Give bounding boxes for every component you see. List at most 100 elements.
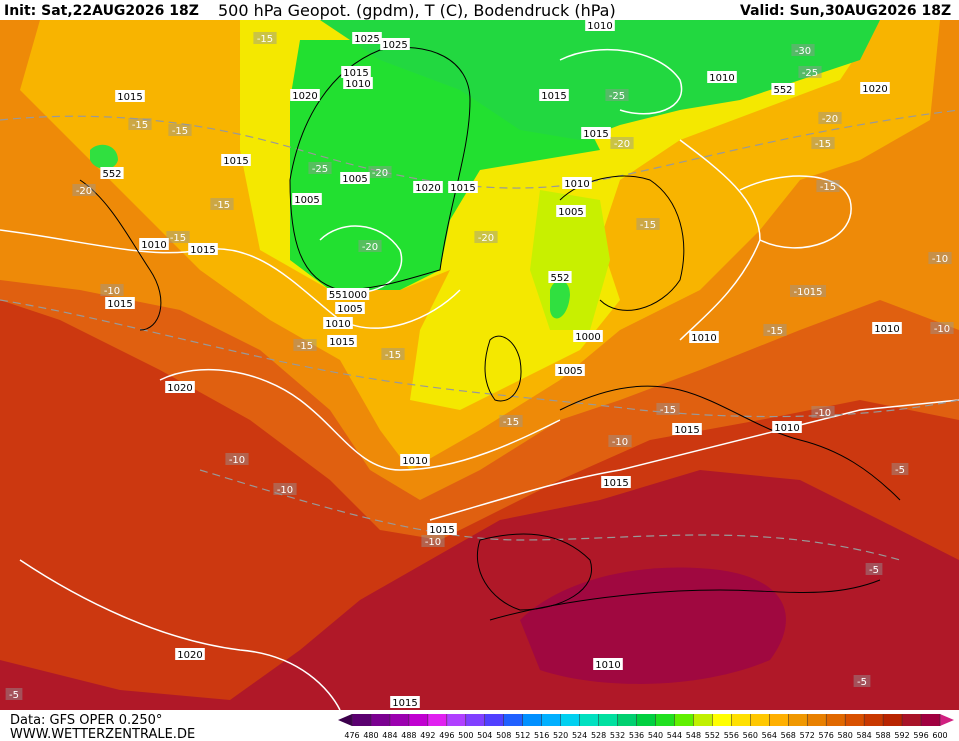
label-box [689, 331, 719, 343]
label-box [5, 688, 23, 700]
label-box [556, 205, 586, 217]
label-box [421, 535, 445, 547]
colorbar: 476 480 484 488 492 496 500 504 508 512 516 520 524 5… [338, 714, 954, 740]
label-box [798, 66, 822, 78]
isotherm-label: -15 [820, 182, 836, 193]
colorbar-tick-label: 564 [762, 731, 777, 740]
colorbar-bin [693, 714, 713, 726]
colorbar-tick-label: 492 [420, 731, 435, 740]
label-box [928, 252, 952, 264]
isobar [559, 48, 683, 115]
label-box [772, 421, 802, 433]
colorbar-tick-label: 580 [838, 731, 853, 740]
colorbar-bin [788, 714, 808, 726]
coastline [559, 175, 685, 311]
isotherm-label: -10 [934, 324, 950, 335]
colorbar-tick-label: 488 [401, 731, 416, 740]
coastlines [79, 46, 901, 621]
isotherm-label: -10 [815, 408, 831, 419]
colorbar-bin [636, 714, 656, 726]
isotherm-label: -15 [385, 350, 401, 361]
label-box [585, 19, 615, 31]
label-box [865, 563, 883, 575]
label-box [608, 435, 632, 447]
isobar-label: 1010 [141, 240, 166, 251]
isobar-label: 1010 [874, 324, 899, 335]
colorbar-bin [427, 714, 448, 726]
colorbar-bin [370, 714, 391, 726]
colorbar-tick-label: 536 [629, 731, 644, 740]
label-box [188, 243, 218, 255]
label-box [413, 181, 443, 193]
isotherm-label: -15 [170, 233, 186, 244]
isobar-label: 1000 [575, 332, 600, 343]
colorbar-tick-label: 540 [648, 731, 663, 740]
label-box [368, 166, 392, 178]
colorbar-bin [864, 714, 884, 726]
colorbar-tick-label: 500 [458, 731, 473, 740]
init-time: Init: Sat,22AUG2026 18Z [4, 3, 199, 19]
colorbar-bin [408, 714, 429, 726]
isobar-label: 1005 [557, 366, 582, 377]
isotherm-label: -20 [614, 139, 630, 150]
label-box [343, 77, 373, 89]
label-box [474, 231, 498, 243]
isotherm-label: -5 [869, 565, 879, 576]
label-box [100, 167, 124, 179]
label-box [381, 348, 405, 360]
isobar [739, 175, 852, 249]
colorbar-tick-label: 476 [344, 731, 359, 740]
label-box [601, 476, 631, 488]
label-box [872, 322, 902, 334]
colorbar-bin [446, 714, 467, 726]
colorbar-bin [902, 714, 922, 726]
isobar-label: 1010 [774, 423, 799, 434]
colorbar-tick-label: 532 [610, 731, 625, 740]
isobar-label: 1020 [862, 84, 887, 95]
label-box [400, 454, 430, 466]
colorbar-bin [826, 714, 846, 726]
label-box [327, 335, 357, 347]
isotherm-label: -20 [478, 233, 494, 244]
isotherm-label: -15 [214, 200, 230, 211]
isotherm [0, 299, 959, 418]
label-box [168, 124, 192, 136]
label-box [225, 453, 249, 465]
isobar-label: 1015 [603, 478, 628, 489]
isotherm-label: -20 [822, 114, 838, 125]
label-box [380, 38, 410, 50]
isobar-label: 1015 [541, 91, 566, 102]
isobar-label: 1010 [345, 79, 370, 90]
label-box [581, 127, 611, 139]
label-box [930, 322, 954, 334]
colorbar-end [940, 714, 954, 726]
isotherm-label: -25 [609, 91, 625, 102]
isobar-label: 552 [550, 273, 569, 284]
label-box [273, 483, 297, 495]
colorbar-bin [731, 714, 751, 726]
isotherm-label: -10 [425, 537, 441, 548]
colorbar-bin [750, 714, 770, 726]
colorbar-tick-label: 512 [515, 731, 530, 740]
label-box [818, 112, 842, 124]
coastline [489, 579, 881, 621]
label-box [290, 89, 320, 101]
isotherm-label: -10 [932, 254, 948, 265]
label-box [672, 423, 702, 435]
colorbar-tick-label: 572 [800, 731, 815, 740]
colorbar-bin [560, 714, 581, 726]
isobar-label: 1015 [190, 245, 215, 256]
colorbar-tick-label: 584 [856, 731, 871, 740]
label-box [390, 696, 420, 708]
label-box [253, 32, 277, 44]
label-box [139, 238, 169, 250]
colorbar-tick-label: 588 [875, 731, 890, 740]
label-box [448, 181, 478, 193]
label-box [605, 89, 629, 101]
label-box [340, 172, 370, 184]
colorbar-tick-label: 480 [363, 731, 378, 740]
label-box [308, 162, 332, 174]
map-title: 500 hPa Geopot. (gpdm), T (C), Bodendruc… [218, 1, 616, 20]
